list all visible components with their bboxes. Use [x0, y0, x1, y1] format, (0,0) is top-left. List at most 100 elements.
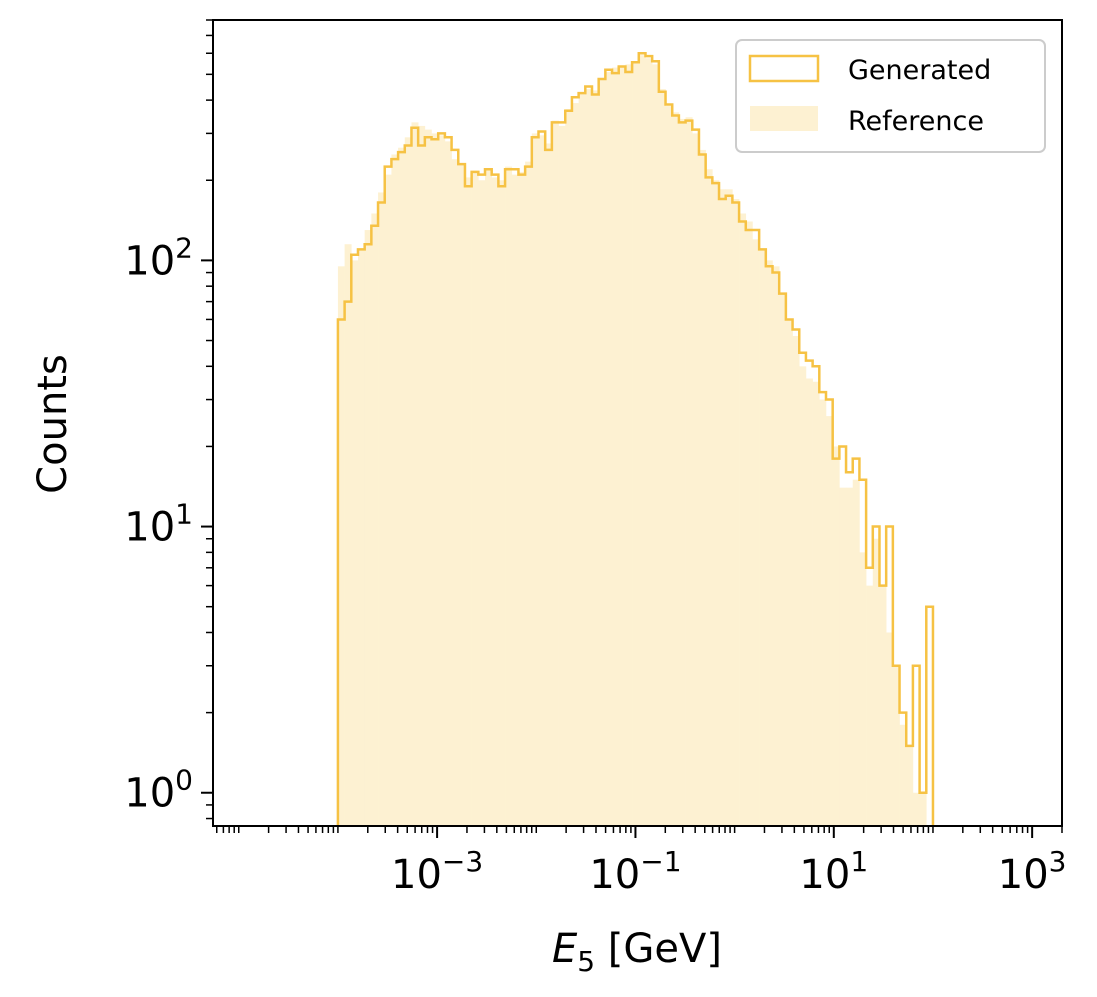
reference-bar — [612, 67, 620, 826]
reference-bar — [364, 230, 372, 826]
reference-bar — [411, 122, 419, 826]
x-tick-base: 10 — [589, 852, 640, 898]
reference-bar — [458, 164, 466, 826]
reference-bar — [672, 112, 680, 826]
y-tick-label: 100 — [124, 764, 193, 817]
reference-bar — [839, 487, 847, 826]
reference-bar — [892, 665, 900, 826]
reference-bar — [398, 147, 406, 826]
reference-bar — [719, 189, 727, 826]
reference-bar — [585, 89, 593, 826]
reference-bar — [625, 64, 633, 826]
reference-bar — [525, 161, 533, 826]
reference-bar — [578, 94, 586, 826]
x-tick-label: 101 — [799, 845, 868, 898]
reference-bar — [471, 171, 479, 826]
reference-bar — [357, 249, 365, 826]
reference-bar — [792, 335, 800, 826]
y-tick-exponent: 2 — [175, 231, 193, 264]
reference-bar — [545, 143, 553, 826]
reference-bar — [485, 169, 493, 826]
x-tick-label: 10−1 — [589, 845, 681, 898]
reference-bar — [879, 585, 887, 826]
reference-bar — [591, 90, 599, 826]
reference-bar — [351, 260, 359, 826]
reference-bar — [805, 378, 813, 826]
reference-bar — [658, 89, 666, 826]
reference-bar — [344, 244, 352, 826]
reference-bar — [832, 446, 840, 826]
reference-bar — [444, 141, 452, 826]
reference-bar — [404, 137, 412, 826]
reference-bar — [491, 177, 499, 826]
reference-bar — [772, 266, 780, 826]
reference-bar — [759, 249, 767, 826]
reference-bar — [371, 213, 379, 826]
reference-bar — [538, 135, 546, 826]
x-tick-exponent: 3 — [1049, 845, 1067, 878]
y-tick-exponent: 0 — [175, 764, 193, 797]
reference-bar — [518, 171, 526, 826]
x-tick-exponent: −3 — [442, 845, 483, 878]
reference-bar — [505, 166, 513, 826]
reference-bar — [712, 180, 720, 826]
reference-bar — [558, 125, 566, 826]
reference-bar — [451, 159, 459, 826]
reference-bar — [464, 177, 472, 826]
reference-bar — [478, 180, 486, 826]
x-tick-base: 10 — [391, 852, 442, 898]
legend-reference-label: Reference — [848, 106, 984, 137]
reference-bar — [431, 133, 439, 826]
reference-bar — [785, 319, 793, 826]
reference-bar — [337, 266, 345, 826]
legend-generated-label: Generated — [848, 55, 991, 86]
plot-area — [336, 52, 935, 826]
reference-bar — [819, 399, 827, 826]
reference-bar — [906, 745, 914, 826]
y-tick-base: 10 — [124, 771, 175, 817]
x-tick-exponent: 1 — [850, 845, 868, 878]
reference-bar — [571, 103, 579, 826]
reference-bar — [438, 135, 446, 826]
reference-bar — [551, 120, 559, 826]
reference-bar — [645, 58, 653, 826]
x-axis-label-subscript: 5 — [577, 945, 595, 978]
x-axis-label-symbol: E — [552, 926, 578, 972]
reference-bar — [732, 199, 740, 826]
reference-bar — [678, 118, 686, 826]
reference-bar — [919, 792, 927, 826]
legend-reference-swatch — [750, 106, 818, 131]
reference-bar — [886, 632, 894, 826]
reference-bar — [765, 260, 773, 826]
x-tick-base: 10 — [998, 852, 1049, 898]
x-axis-label: E5 [GeV] — [552, 926, 722, 978]
y-tick-exponent: 1 — [175, 498, 193, 531]
y-tick-label: 101 — [124, 498, 193, 551]
reference-bar — [692, 133, 700, 826]
reference-bar — [652, 64, 660, 826]
reference-bar — [745, 221, 753, 826]
reference-bar — [665, 106, 673, 826]
reference-bar — [685, 117, 693, 826]
reference-bar — [618, 65, 626, 826]
reference-bar — [872, 538, 880, 826]
x-tick-label: 103 — [998, 845, 1067, 898]
x-tick-exponent: −1 — [640, 845, 681, 878]
reference-bar — [799, 366, 807, 826]
reference-bar — [531, 133, 539, 826]
reference-bar — [752, 239, 760, 826]
reference-bar — [705, 169, 713, 826]
reference-bar — [739, 213, 747, 826]
reference-bar — [378, 192, 386, 826]
y-tick-base: 10 — [124, 505, 175, 551]
reference-bar — [846, 487, 854, 826]
x-tick-base: 10 — [799, 852, 850, 898]
reference-bar — [511, 174, 519, 826]
reference-bar — [632, 61, 640, 826]
reference-bar — [912, 792, 920, 826]
reference-bar — [859, 552, 867, 826]
reference-bar — [812, 381, 820, 826]
x-tick-label: 10−3 — [391, 845, 483, 898]
y-axis-label: Counts — [30, 354, 76, 494]
